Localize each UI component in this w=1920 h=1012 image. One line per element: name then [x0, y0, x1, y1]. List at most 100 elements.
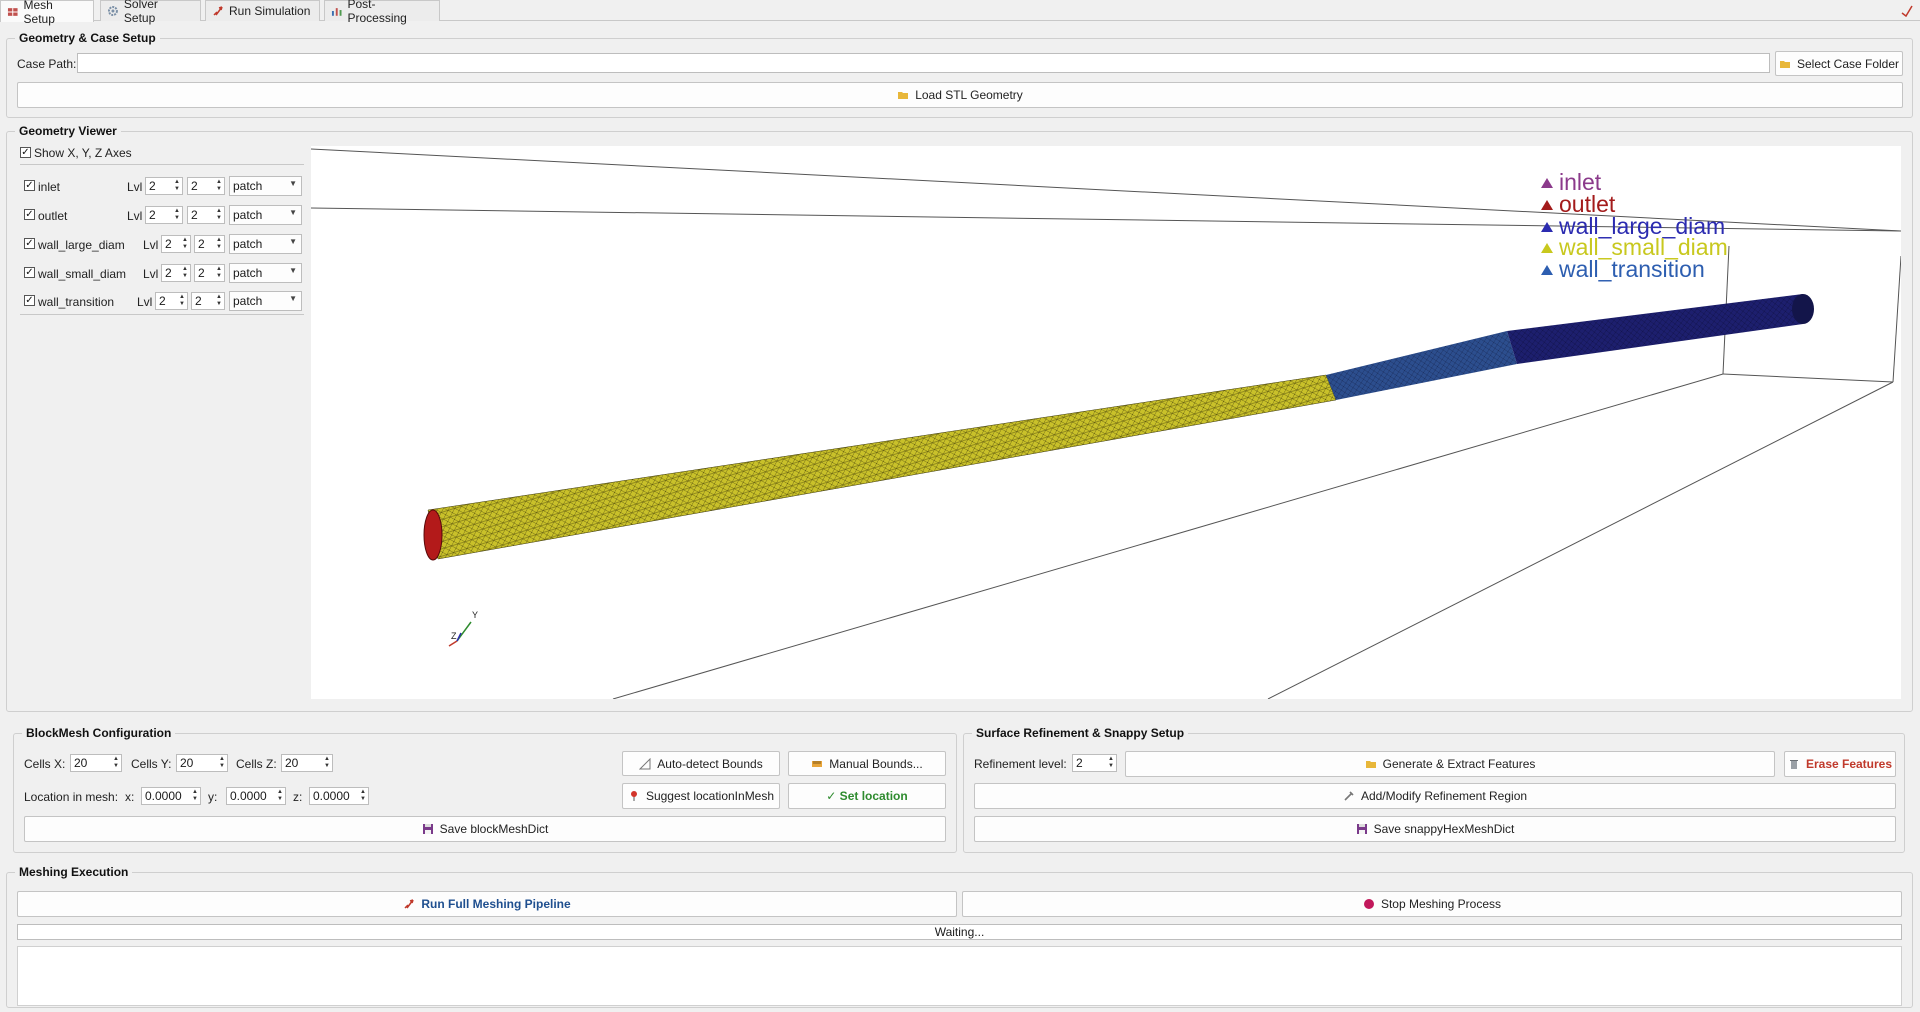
outlet-surface — [1792, 294, 1814, 324]
spin-arrows[interactable]: ▲ ▼ — [277, 789, 283, 802]
erase-features-button[interactable]: Erase Features — [1784, 751, 1896, 777]
spin-value: 20 — [74, 756, 88, 770]
select-value: patch — [233, 266, 263, 280]
button-label: Generate & Extract Features — [1382, 757, 1536, 771]
load-stl-button[interactable]: Load STL Geometry — [17, 82, 1903, 108]
meshing-log-output[interactable] — [17, 946, 1902, 1006]
location-z-spinbox[interactable]: 0.0000 ▲ ▼ — [309, 787, 369, 805]
patch-name: outlet — [38, 209, 68, 223]
tab-mesh-setup[interactable]: Mesh Setup — [0, 0, 94, 26]
spin-arrows[interactable]: ▲ ▼ — [216, 294, 222, 307]
spin-arrows[interactable]: ▲ ▼ — [216, 237, 222, 250]
run-full-meshing-pipeline-button[interactable]: Run Full Meshing Pipeline — [17, 891, 957, 917]
spin-arrows[interactable]: ▲ ▼ — [179, 294, 185, 307]
lvl-label: Lvl — [143, 267, 159, 281]
spin-arrows[interactable]: ▲ ▼ — [216, 208, 222, 221]
wall-large-diam-surface — [1507, 294, 1803, 364]
max-level-spinbox[interactable]: 2 ▲ ▼ — [191, 292, 225, 310]
spin-value: 2 — [198, 266, 205, 280]
group-title: BlockMesh Configuration — [22, 726, 176, 740]
cells-x-spinbox[interactable]: 20 ▲ ▼ — [70, 754, 122, 772]
case-path-input[interactable] — [77, 53, 1770, 73]
spin-value: 0.0000 — [145, 789, 182, 803]
refinement-level-label: Refinement level: — [974, 757, 1067, 771]
min-level-spinbox[interactable]: 2 ▲ ▼ — [155, 292, 188, 310]
max-level-spinbox[interactable]: 2 ▲ ▼ — [187, 206, 225, 224]
rocket-icon — [213, 6, 223, 16]
triangle-icon — [1541, 177, 1553, 188]
max-level-spinbox[interactable]: 2 ▲ ▼ — [194, 235, 225, 253]
select-case-folder-button[interactable]: Select Case Folder — [1775, 51, 1903, 76]
tab-label: Mesh Setup — [23, 0, 55, 26]
generate-extract-features-button[interactable]: Generate & Extract Features — [1125, 751, 1775, 777]
spin-arrows[interactable]: ▲ ▼ — [182, 237, 188, 250]
lvl-label: Lvl — [137, 295, 153, 309]
patch-checkbox[interactable]: ✓ — [24, 180, 35, 191]
spin-arrows[interactable]: ▲ ▼ — [360, 789, 366, 802]
patch-name: inlet — [38, 180, 61, 194]
max-level-spinbox[interactable]: 2 ▲ ▼ — [187, 177, 225, 195]
spin-arrows[interactable]: ▲ ▼ — [324, 756, 330, 769]
stop-icon — [1363, 899, 1374, 909]
patch-name: wall_small_diam — [38, 267, 127, 281]
patch-checkbox[interactable]: ✓ — [24, 267, 35, 278]
tab-run-simulation[interactable]: Run Simulation — [205, 0, 320, 21]
manual-bounds-button[interactable]: Manual Bounds... — [788, 751, 946, 776]
patch-type-select[interactable]: patch ▼ — [229, 176, 302, 196]
spin-value: 20 — [180, 756, 194, 770]
max-level-spinbox[interactable]: 2 ▲ ▼ — [194, 264, 225, 282]
spin-arrows[interactable]: ▲ ▼ — [1108, 756, 1114, 769]
add-modify-refinement-region-button[interactable]: Add/Modify Refinement Region — [974, 783, 1896, 809]
axes-triad: Y Z — [448, 610, 478, 647]
min-level-spinbox[interactable]: 2 ▲ ▼ — [161, 264, 191, 282]
min-level-spinbox[interactable]: 2 ▲ ▼ — [161, 235, 191, 253]
location-x-spinbox[interactable]: 0.0000 ▲ ▼ — [141, 787, 201, 805]
patch-checkbox[interactable]: ✓ — [24, 209, 35, 220]
spin-arrows[interactable]: ▲ ▼ — [182, 266, 188, 279]
save-blockmeshdict-button[interactable]: Save blockMeshDict — [24, 816, 946, 842]
bounding-box — [310, 148, 1902, 700]
spin-arrows[interactable]: ▲ ▼ — [192, 789, 198, 802]
auto-detect-bounds-button[interactable]: Auto-detect Bounds — [622, 751, 780, 776]
cells-y-spinbox[interactable]: 20 ▲ ▼ — [176, 754, 228, 772]
patch-name: wall_transition — [38, 295, 115, 309]
spin-arrows[interactable]: ▲ ▼ — [216, 266, 222, 279]
stop-meshing-process-button[interactable]: Stop Meshing Process — [962, 891, 1902, 917]
spin-value: 2 — [195, 294, 202, 308]
tab-post-processing[interactable]: Post-Processing — [324, 0, 440, 25]
rocket-icon — [404, 899, 415, 909]
geometry-render[interactable]: Y Z — [310, 146, 1902, 700]
show-axes-checkbox[interactable]: ✓ — [20, 147, 31, 158]
folder-icon — [898, 92, 909, 99]
suggest-location-button[interactable]: Suggest locationInMesh — [622, 783, 780, 809]
patch-type-select[interactable]: patch ▼ — [229, 263, 302, 283]
button-label: Save blockMeshDict — [439, 822, 549, 836]
spin-arrows[interactable]: ▲ ▼ — [219, 756, 225, 769]
cells-z-spinbox[interactable]: 20 ▲ ▼ — [281, 754, 333, 772]
meshing-progress-bar: Waiting... — [17, 924, 1902, 940]
min-level-spinbox[interactable]: 2 ▲ ▼ — [145, 177, 183, 195]
legend-label: wall_small_diam — [1559, 234, 1728, 260]
spin-arrows[interactable]: ▲ ▼ — [216, 179, 222, 192]
button-label: Stop Meshing Process — [1380, 897, 1502, 911]
patch-checkbox[interactable]: ✓ — [24, 238, 35, 249]
patch-type-select[interactable]: patch ▼ — [229, 205, 302, 225]
spin-arrows[interactable]: ▲ ▼ — [174, 179, 180, 192]
spin-arrows[interactable]: ▲ ▼ — [174, 208, 180, 221]
patch-checkbox[interactable]: ✓ — [24, 295, 35, 306]
location-y-spinbox[interactable]: 0.0000 ▲ ▼ — [226, 787, 286, 805]
min-level-spinbox[interactable]: 2 ▲ ▼ — [145, 206, 183, 224]
legend-wall-small-diam: wall_small_diam — [1541, 234, 1728, 261]
ruler-icon — [812, 760, 823, 767]
wall-small-diam-surface — [427, 374, 1337, 560]
tab-solver-setup[interactable]: Solver Setup — [100, 0, 201, 25]
cells-y-label: Cells Y: — [131, 757, 172, 771]
mesh-icon — [7, 7, 18, 16]
refinement-level-spinbox[interactable]: 2 ▲ ▼ — [1072, 754, 1117, 772]
set-location-button[interactable]: ✓ Set location — [788, 783, 946, 809]
3d-viewport[interactable]: Y Z — [310, 146, 1902, 700]
spin-arrows[interactable]: ▲ ▼ — [113, 756, 119, 769]
patch-type-select[interactable]: patch ▼ — [229, 234, 302, 254]
save-snappyhexmeshdict-button[interactable]: Save snappyHexMeshDict — [974, 816, 1896, 842]
patch-type-select[interactable]: patch ▼ — [229, 291, 302, 311]
